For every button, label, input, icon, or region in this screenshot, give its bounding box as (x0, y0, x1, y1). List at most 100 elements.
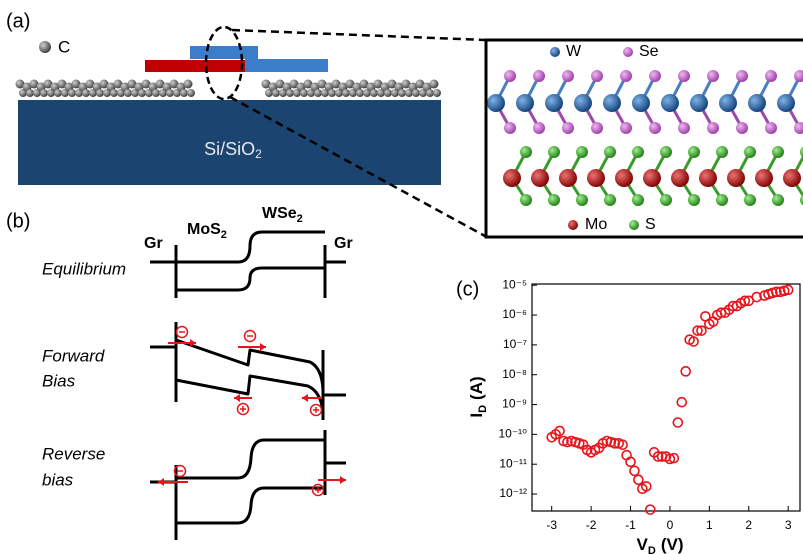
y-tick-label: 10⁻¹¹ (499, 456, 527, 470)
carbon-atom (68, 89, 76, 97)
y-tick-label: 10⁻⁹ (502, 397, 527, 411)
se-atom (533, 70, 545, 82)
data-point (677, 398, 686, 407)
carbon-atom (180, 89, 188, 97)
mo-atom (783, 169, 801, 187)
se-atom (504, 122, 516, 134)
y-label-unit: (A) (467, 376, 486, 400)
carbon-atom (328, 89, 336, 97)
se-atom (707, 70, 719, 82)
s-atom (660, 146, 672, 158)
legend-dot (568, 220, 578, 230)
arrow-head (234, 394, 240, 402)
x-tick-label: -2 (586, 518, 597, 532)
s-atom (632, 146, 644, 158)
carbon-atom (314, 89, 322, 97)
arrow-head (302, 394, 308, 402)
carbon-atom (398, 89, 406, 97)
w-atom (632, 94, 650, 112)
carbon-atom (187, 89, 195, 97)
se-atom (562, 122, 574, 134)
zoom-line (232, 30, 485, 40)
valence-band (176, 488, 325, 523)
s-atom (716, 146, 728, 158)
se-atom (765, 70, 777, 82)
substrate-subscript: 2 (255, 147, 262, 161)
carbon-atom (370, 89, 378, 97)
mo-atom (503, 169, 521, 187)
wse2-flake (245, 59, 328, 72)
state-label: Forward (42, 346, 105, 365)
state-label: Bias (42, 371, 76, 390)
layer-text: WSe (262, 205, 297, 222)
x-label-text: V (637, 535, 649, 554)
panel-b: (b) Gr Gr MoS2 WSe2 Equilibrium Forward … (6, 205, 353, 540)
inset-frame (486, 40, 803, 237)
arrow-head (158, 478, 164, 486)
carbon-atom (286, 89, 294, 97)
panel-label: (a) (6, 10, 30, 32)
se-atom (649, 70, 661, 82)
contact-label: Gr (334, 235, 353, 252)
s-atom (688, 194, 700, 206)
panel-label: (c) (456, 278, 479, 300)
se-atom (649, 122, 661, 134)
mo-atom (559, 169, 577, 187)
s-atom (744, 146, 756, 158)
se-atom (620, 122, 632, 134)
y-tick-label: 10⁻⁵ (502, 277, 527, 291)
x-tick-label: 2 (745, 518, 752, 532)
w-atom (487, 94, 505, 112)
w-atom (516, 94, 534, 112)
s-atom (548, 146, 560, 158)
data-point (630, 466, 639, 475)
mo-atom (643, 169, 661, 187)
y-tick-label: 10⁻⁸ (502, 367, 527, 381)
valence-band (176, 376, 323, 412)
carbon-legend-dot (39, 41, 51, 53)
carbon-atom (82, 89, 90, 97)
carbon-atom (54, 89, 62, 97)
se-atom (765, 122, 777, 134)
carbon-atom (40, 89, 48, 97)
w-atom (748, 94, 766, 112)
mo-atom (755, 169, 773, 187)
carbon-atom (152, 89, 160, 97)
mos2-flake (145, 60, 245, 72)
conduction-band (176, 440, 325, 478)
mo-atom (699, 169, 717, 187)
se-atom (620, 70, 632, 82)
w-atom (545, 94, 563, 112)
legend-dot (623, 47, 633, 57)
contact-label: Gr (144, 235, 163, 252)
layer-subscript: 2 (221, 229, 227, 241)
w-atom (574, 94, 592, 112)
mo-atom (587, 169, 605, 187)
inset-legend: S (645, 216, 656, 233)
s-atom (520, 194, 532, 206)
s-atom (716, 194, 728, 206)
y-tick-label: 10⁻¹⁰ (499, 427, 528, 441)
x-tick-label: 3 (785, 518, 792, 532)
s-atom (744, 194, 756, 206)
x-tick-label: -1 (625, 518, 636, 532)
layer-label: MoS2 (187, 221, 227, 241)
legend-dot (550, 47, 560, 57)
carbon-atom (356, 89, 364, 97)
x-tick-label: -3 (546, 518, 557, 532)
layer-label: WSe2 (262, 205, 303, 225)
se-atom (533, 122, 545, 134)
carbon-atom (433, 89, 441, 97)
s-atom (576, 146, 588, 158)
s-atom (604, 194, 616, 206)
carbon-atom (342, 89, 350, 97)
se-atom (562, 70, 574, 82)
plot: 10⁻¹²10⁻¹¹10⁻¹⁰10⁻⁹10⁻⁸10⁻⁷10⁻⁶10⁻⁵-3-2-… (499, 277, 793, 532)
se-atom (794, 122, 803, 134)
s-atom (632, 194, 644, 206)
mo-atom (531, 169, 549, 187)
panel-c: (c) ID(A) VD(V) 10⁻¹²10⁻¹¹10⁻¹⁰10⁻⁹10⁻⁸1… (456, 277, 800, 554)
legend-dot (629, 220, 639, 230)
carbon-legend: C (58, 37, 70, 56)
w-atom (690, 94, 708, 112)
